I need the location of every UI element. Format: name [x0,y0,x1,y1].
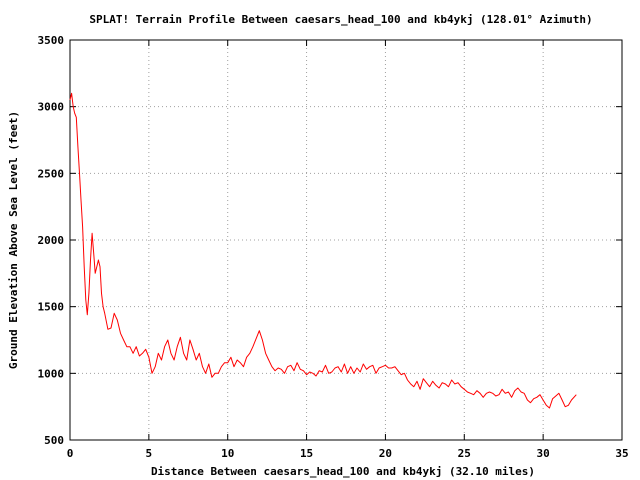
y-tick-label: 3000 [38,101,65,114]
x-tick-label: 30 [537,447,550,460]
y-tick-label: 1000 [38,367,65,380]
x-tick-label: 5 [146,447,153,460]
x-axis-label: Distance Between caesars_head_100 and kb… [151,465,535,478]
x-tick-label: 15 [300,447,313,460]
x-tick-label: 20 [379,447,392,460]
x-tick-label: 10 [221,447,234,460]
x-tick-label: 0 [67,447,74,460]
plot-area-border [69,39,623,441]
y-tick-label: 500 [44,434,64,447]
series-layer [69,92,577,409]
x-tick-label: 25 [458,447,471,460]
y-axis-label: Ground Elevation Above Sea Level (feet) [7,111,20,369]
terrain-profile-line [69,92,577,409]
y-tick-label: 1500 [38,301,65,314]
grid-layer [70,40,622,440]
y-tick-label: 2500 [38,167,65,180]
x-tick-label: 35 [615,447,628,460]
y-tick-label: 2000 [38,234,65,247]
tick-layer: 0 5 10 15 20 25 30 35 500 1000 1500 2000 2500 3000 350… [38,34,629,460]
chart-title: SPLAT! Terrain Profile Between caesars_h… [89,13,592,26]
y-tick-label: 3500 [38,34,65,47]
